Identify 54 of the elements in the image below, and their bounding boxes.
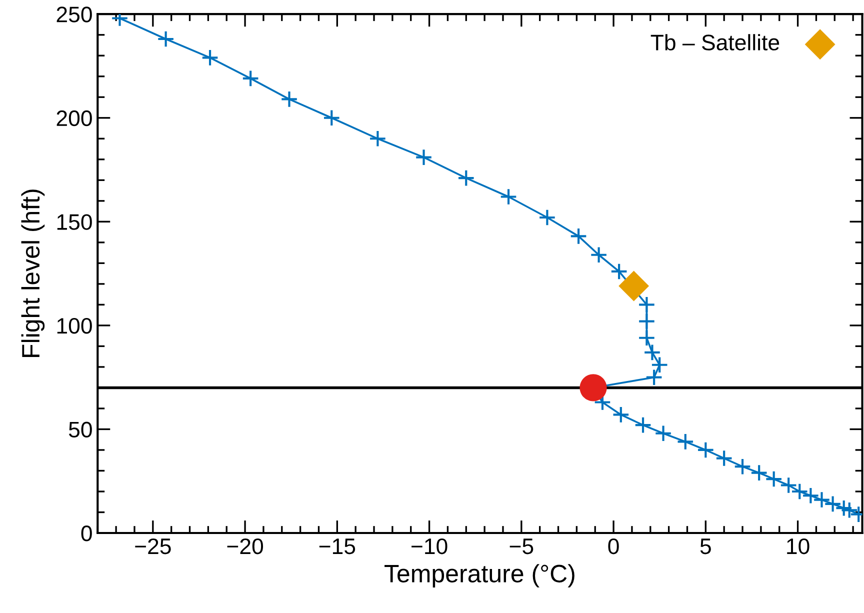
point	[638, 296, 656, 314]
legend-label: Tb – Satellite	[650, 34, 780, 50]
point	[612, 406, 630, 424]
point	[650, 356, 668, 374]
point	[813, 491, 830, 508]
point	[157, 30, 174, 48]
point	[802, 486, 820, 504]
point	[201, 49, 219, 66]
point	[634, 416, 652, 434]
x-tick-label: 0	[608, 538, 619, 554]
y-tick-label: 200	[56, 110, 92, 126]
point	[500, 188, 518, 206]
point	[618, 270, 650, 302]
point	[734, 458, 752, 476]
point	[654, 424, 672, 442]
point	[590, 246, 608, 264]
y-tick-label: 150	[57, 214, 92, 230]
point	[242, 70, 260, 88]
point	[780, 476, 798, 494]
y-tick-label: 50	[68, 422, 92, 438]
point	[644, 344, 661, 362]
point	[790, 482, 808, 500]
point	[750, 464, 768, 482]
y-tick-label: 250	[56, 6, 92, 22]
point	[638, 329, 656, 347]
y-axis-title: Flight level (hft)	[21, 190, 45, 357]
x-axis-title: Temperature (°C)	[384, 564, 574, 588]
point	[638, 312, 656, 330]
point	[415, 148, 432, 166]
x-tick-label: 10	[787, 538, 810, 554]
point	[457, 169, 475, 187]
point	[676, 432, 694, 450]
x-tick-label: −20	[227, 538, 264, 554]
point	[696, 441, 714, 459]
point	[580, 374, 607, 402]
y-tick-label: 0	[81, 526, 92, 542]
point	[570, 228, 588, 245]
x-tick-label: −15	[319, 538, 356, 554]
point	[538, 208, 556, 226]
point	[322, 109, 340, 127]
point	[610, 262, 628, 280]
x-tick-label: −10	[412, 538, 448, 554]
point	[645, 368, 663, 386]
point	[840, 501, 858, 519]
x-tick-label: 5	[700, 538, 711, 554]
y-tick-label: 100	[57, 318, 92, 334]
point	[835, 499, 853, 517]
point	[765, 470, 783, 488]
point	[824, 495, 842, 513]
point	[369, 130, 386, 148]
point	[715, 450, 733, 467]
point	[280, 90, 298, 108]
x-tick-label: −25	[135, 538, 171, 554]
x-tick-label: −5	[510, 538, 534, 554]
